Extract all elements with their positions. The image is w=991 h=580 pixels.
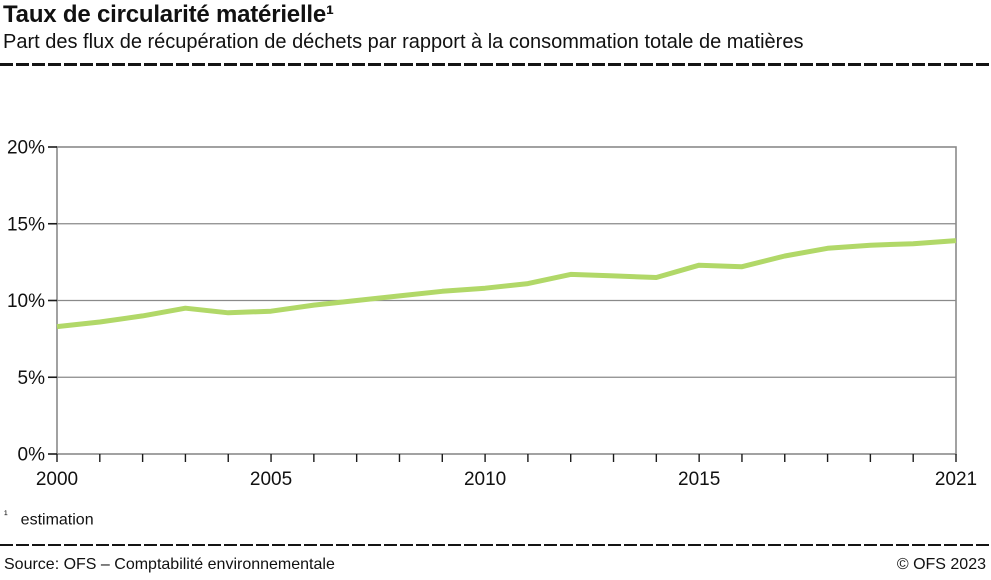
y-tick-label: 5% bbox=[18, 368, 46, 389]
y-tick-label: 15% bbox=[7, 214, 45, 235]
y-tick-label: 20% bbox=[7, 138, 45, 159]
footer-divider bbox=[0, 544, 991, 546]
x-tick-label: 2010 bbox=[464, 469, 506, 490]
x-tick-label: 2021 bbox=[935, 469, 977, 490]
footnote: ¹ estimation bbox=[4, 509, 94, 529]
copyright-text: © OFS 2023 bbox=[896, 556, 986, 573]
y-tick-label: 10% bbox=[7, 291, 45, 312]
footnote-marker: ¹ bbox=[4, 509, 8, 521]
source-text: Source: OFS – Comptabilité environnement… bbox=[4, 556, 335, 573]
page-title: Taux de circularité matérielle¹ bbox=[3, 1, 334, 28]
y-tick-label: 0% bbox=[18, 445, 46, 466]
x-tick-label: 2005 bbox=[250, 469, 292, 490]
footnote-text: estimation bbox=[20, 511, 94, 529]
page-subtitle: Part des flux de récupération de déchets… bbox=[3, 31, 804, 53]
x-tick-label: 2015 bbox=[678, 469, 720, 490]
header-divider bbox=[0, 63, 991, 66]
data-line-circularity-rate bbox=[56, 238, 957, 330]
x-tick-label: 2000 bbox=[36, 469, 78, 490]
